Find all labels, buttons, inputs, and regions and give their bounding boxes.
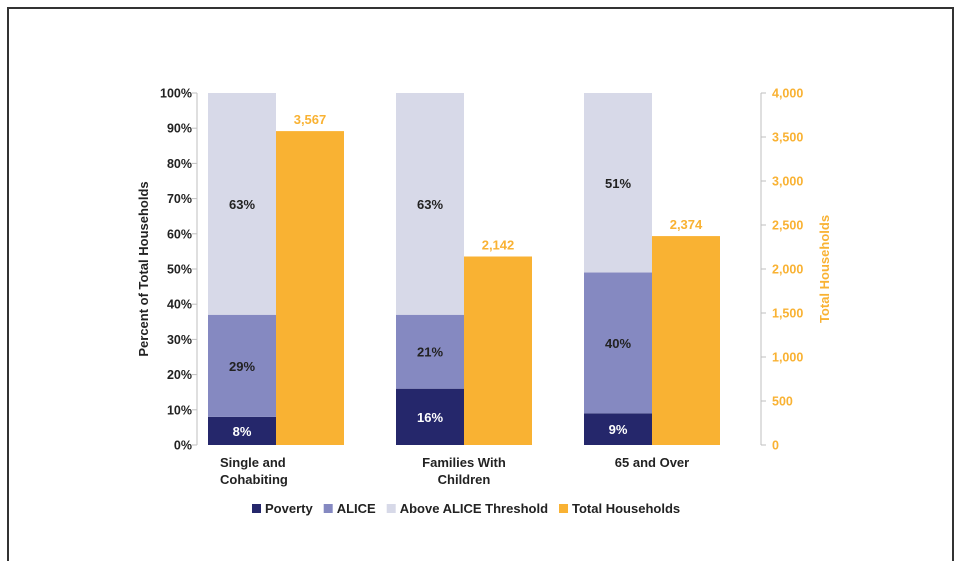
bar-poverty: [208, 416, 276, 445]
right-axis-tick-label: 1,500: [772, 307, 803, 321]
right-axis-tick-label: 2,000: [772, 263, 803, 277]
plot-area: 0% 10% 20% 30% 40% 50% 60% 70% 80% 90% 100% 0 500 1,0…: [160, 87, 803, 488]
right-axis-tick-label: 4,000: [772, 87, 803, 101]
data-label-above-alice-threshold: 63%: [229, 197, 255, 212]
left-axis-tick-label: 30%: [167, 333, 192, 347]
bar-alice: [584, 272, 652, 414]
legend-label: Above ALICE Threshold: [400, 501, 548, 516]
right-axis-tick-label: 3,500: [772, 131, 803, 145]
category-label: Single and: [220, 455, 286, 470]
data-label-total-households: 2,374: [670, 217, 703, 232]
data-label-total-households: 2,142: [482, 238, 515, 253]
left-axis-tick-label: 70%: [167, 192, 192, 206]
legend-swatch: [252, 504, 261, 513]
data-label-above-alice-threshold: 63%: [417, 197, 443, 212]
legend-swatch: [386, 504, 396, 513]
right-axis-tick-label: 1,000: [772, 351, 803, 365]
bar-above-alice-threshold: [208, 93, 276, 315]
right-axis-tick-label: 0: [772, 439, 779, 453]
left-axis-tick-label: 60%: [167, 227, 192, 241]
data-label-poverty: 16%: [417, 410, 443, 425]
bar-total-households: [652, 236, 720, 445]
data-label-alice: 21%: [417, 345, 443, 360]
bar-above-alice-threshold: [396, 93, 464, 315]
figure-border: [7, 7, 954, 561]
right-axis-tick-label: 3,000: [772, 175, 803, 189]
legend-label: Total Households: [572, 501, 680, 516]
legend-swatch: [323, 504, 333, 513]
left-axis-title: Percent of Total Households: [136, 181, 151, 356]
left-axis-tick-label: 90%: [167, 122, 192, 136]
bar-total-households: [464, 256, 532, 445]
data-label-alice: 29%: [229, 359, 255, 374]
category-label: Cohabiting: [220, 472, 288, 487]
left-axis-tick-label: 50%: [167, 263, 192, 277]
data-label-poverty: 9%: [609, 422, 628, 437]
right-axis-title: Total Households: [817, 215, 832, 323]
category-label: 65 and Over: [615, 455, 689, 470]
data-label-alice: 40%: [605, 336, 631, 351]
data-label-total-households: 3,567: [294, 112, 327, 127]
bar-alice: [396, 314, 464, 389]
left-axis-tick-label: 100%: [160, 87, 192, 101]
legend-label: Poverty: [265, 501, 313, 516]
right-axis-tick-label: 500: [772, 395, 793, 409]
bar-above-alice-threshold: [584, 93, 652, 273]
left-axis-tick-label: 20%: [167, 368, 192, 382]
bar-alice: [208, 314, 276, 417]
data-label-poverty: 8%: [233, 424, 252, 439]
legend: Poverty ALICE Above ALICE Threshold Total H…: [252, 501, 680, 516]
data-label-above-alice-threshold: 51%: [605, 176, 631, 191]
category-label: Children: [438, 472, 491, 487]
left-axis-tick-label: 40%: [167, 298, 192, 312]
bar-total-households: [276, 131, 344, 445]
bar-poverty: [396, 388, 464, 445]
left-axis-tick-label: 10%: [167, 403, 192, 417]
legend-label: ALICE: [337, 501, 376, 516]
left-axis-tick-label: 80%: [167, 157, 192, 171]
bar-poverty: [584, 413, 652, 445]
legend-swatch: [559, 504, 569, 513]
right-axis-tick-label: 2,500: [772, 219, 803, 233]
left-axis-tick-label: 0%: [174, 439, 192, 453]
category-label: Families With: [422, 455, 506, 470]
